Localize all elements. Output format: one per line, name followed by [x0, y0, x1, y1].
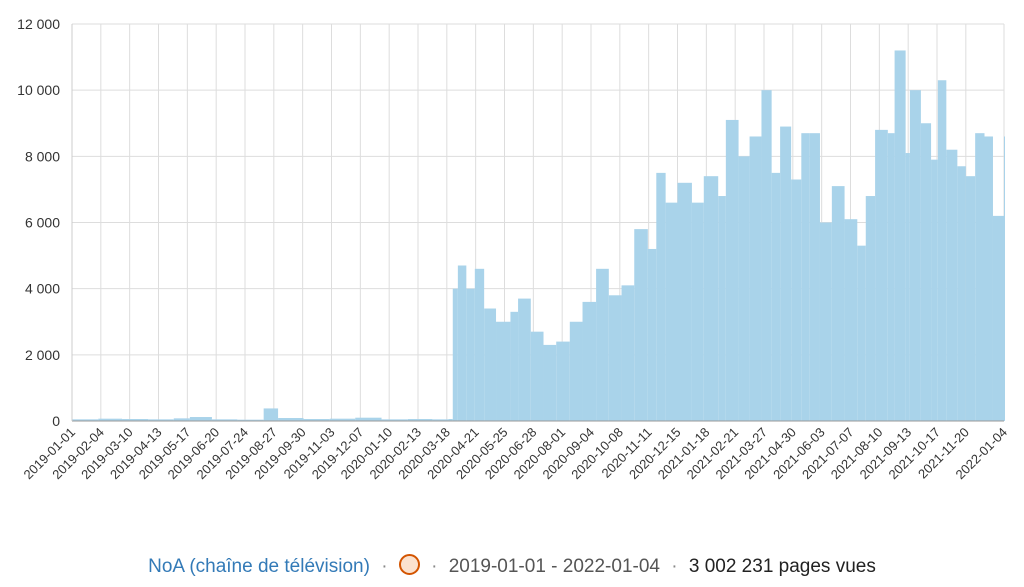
bar [992, 215, 1004, 421]
bar [875, 129, 888, 421]
bar [984, 136, 993, 421]
bar [457, 265, 467, 421]
bar [780, 126, 792, 421]
y-tick-label: 10 000 [17, 82, 60, 98]
bar [920, 123, 932, 421]
y-tick-label: 8 000 [25, 148, 60, 164]
bar [381, 419, 408, 421]
bar [761, 90, 772, 422]
bar [634, 229, 648, 421]
bar [556, 341, 570, 421]
bar [809, 133, 820, 422]
bar [647, 248, 657, 421]
bars [72, 50, 1005, 422]
bar [656, 172, 666, 421]
bar [303, 419, 330, 421]
date-range: 2019-01-01 - 2022-01-04 [448, 556, 660, 577]
y-tick-label: 12 000 [17, 16, 60, 32]
bar [749, 136, 762, 421]
bar [887, 133, 895, 422]
bar [621, 285, 635, 421]
bar [844, 219, 858, 421]
bar [596, 268, 609, 421]
legend-separator: · [431, 556, 438, 577]
bar [496, 321, 511, 421]
bar [474, 268, 485, 421]
series-color-swatch[interactable] [398, 554, 420, 575]
bar [665, 202, 678, 421]
bar [931, 159, 938, 421]
bar [975, 133, 985, 422]
bar [543, 344, 557, 421]
bar [510, 311, 519, 421]
bar [237, 419, 264, 421]
bar [677, 182, 692, 421]
bar [518, 298, 531, 421]
bar [937, 80, 947, 421]
y-tick-label: 4 000 [25, 281, 60, 297]
bar [211, 419, 238, 421]
bar [831, 186, 845, 421]
bar [189, 417, 212, 421]
bar [278, 418, 304, 421]
legend: NoA (chaîne de télévision) · · 2019-01-0… [0, 554, 1024, 578]
y-tick-label: 0 [52, 413, 60, 429]
bar [122, 419, 149, 421]
bar [857, 245, 866, 421]
bar [894, 50, 906, 421]
y-tick-label: 2 000 [25, 347, 60, 363]
bar [905, 153, 910, 421]
bar [466, 288, 475, 421]
bar [771, 172, 781, 421]
bar [484, 308, 497, 421]
bar [448, 419, 453, 421]
bar [72, 419, 99, 421]
bar [819, 222, 832, 421]
bar [865, 196, 876, 421]
bar [355, 417, 382, 421]
bar [98, 418, 123, 421]
bar [582, 301, 597, 421]
bar [407, 419, 433, 421]
bar [530, 331, 544, 421]
bar [263, 408, 279, 421]
bar [738, 156, 750, 422]
bar [691, 202, 704, 421]
bar [965, 176, 976, 421]
bar [569, 321, 583, 421]
bar [909, 90, 921, 422]
bar [801, 133, 810, 422]
legend-separator: · [671, 556, 678, 577]
bar [946, 149, 958, 421]
bar [432, 419, 449, 421]
bar [608, 295, 622, 421]
bar [703, 176, 719, 421]
total-pageviews: 3 002 231 pages vues [688, 556, 876, 577]
bar [452, 288, 458, 421]
bar [173, 418, 190, 421]
bar [329, 418, 356, 421]
y-tick-label: 6 000 [25, 215, 60, 231]
article-link[interactable]: NoA (chaîne de télévision) [148, 556, 370, 577]
bar [957, 166, 966, 421]
bar [148, 419, 174, 421]
bar [718, 196, 726, 421]
legend-separator: · [381, 556, 388, 577]
bar [1004, 136, 1005, 421]
bar [725, 119, 739, 422]
bar [791, 179, 802, 421]
